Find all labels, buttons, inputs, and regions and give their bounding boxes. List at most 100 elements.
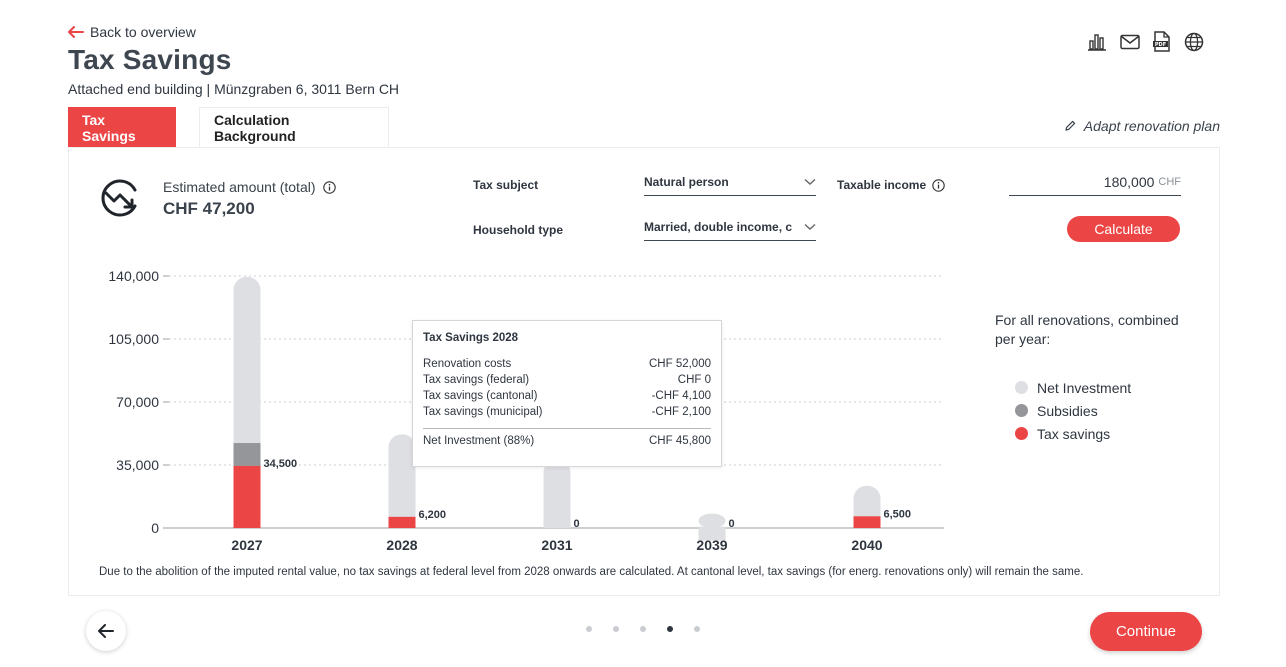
svg-text:PDF: PDF <box>1155 42 1166 48</box>
y-tick-label: 140,000 <box>108 268 159 284</box>
page-title: Tax Savings <box>68 44 232 75</box>
footnote: Due to the abolition of the imputed rent… <box>99 566 1084 578</box>
chart-tooltip: Tax Savings 2028 Renovation costs CHF 52,… <box>412 320 722 467</box>
pencil-icon <box>1065 120 1075 131</box>
tax-savings-chart: 0 35,000 70,000 105,000 140,000 34,500 2027 6,2… <box>108 268 944 553</box>
estimated-amount-label: Estimated amount (total) <box>163 179 336 195</box>
data-label: 0 <box>574 518 580 530</box>
y-tick-label: 35,000 <box>116 457 159 473</box>
tooltip-total-row: Net Investment (88%) CHF 45,800 <box>423 435 711 451</box>
legend-title: For all renovations, combined per year: <box>995 312 1179 347</box>
household-type-value: Married, double income, children <box>644 219 792 234</box>
tooltip-row-value: -CHF 2,100 <box>651 406 711 418</box>
y-tick-label: 0 <box>151 520 159 536</box>
taxable-income-label: Taxable income <box>837 178 945 192</box>
legend-label: Tax savings <box>1037 425 1111 442</box>
x-tick-label: 2031 <box>541 537 572 553</box>
chevron-down-icon <box>804 178 816 185</box>
estimated-amount-text: Estimated amount (total) <box>163 179 316 195</box>
tax-subject-value: Natural person <box>644 174 729 189</box>
bar-tax-savings <box>853 516 881 528</box>
adapt-renovation-plan-link[interactable]: Adapt renovation plan <box>1064 118 1220 134</box>
legend-label: Subsidies <box>1037 402 1098 419</box>
taxable-income-text: Taxable income <box>837 178 927 192</box>
legend-item-tax-savings[interactable]: Tax savings <box>1015 422 1131 445</box>
arrow-left-icon <box>98 624 114 638</box>
tab-tax-savings[interactable]: Tax Savings <box>68 107 176 148</box>
tooltip-total-value: CHF 45,800 <box>648 435 711 447</box>
x-tick-label: 2040 <box>851 537 882 553</box>
pdf-icon[interactable]: PDF <box>1150 30 1173 53</box>
tab-bar: Tax Savings Calculation Background <box>68 107 389 148</box>
tooltip-row-label: Tax savings (cantonal) <box>423 390 538 402</box>
bar-tax-savings <box>388 516 416 528</box>
legend-dot <box>1015 427 1028 440</box>
y-tick-label: 105,000 <box>108 331 159 347</box>
bar-net-investment-base <box>698 526 726 541</box>
tooltip-row-label: Tax savings (federal) <box>423 374 530 386</box>
x-tick-label: 2027 <box>231 537 262 553</box>
y-tick-label: 70,000 <box>116 394 159 410</box>
data-label: 6,200 <box>419 509 447 521</box>
tooltip-row-value: -CHF 4,100 <box>651 390 711 402</box>
declining-trend-icon <box>99 176 143 225</box>
data-label: 6,500 <box>884 508 912 520</box>
tooltip-divider <box>423 428 711 429</box>
pager-dot[interactable] <box>667 626 673 632</box>
property-subtitle: Attached end building | Münzgraben 6, 30… <box>68 81 400 97</box>
chevron-down-icon <box>804 223 816 230</box>
legend-label: Net Investment <box>1037 379 1132 396</box>
bar-net-investment <box>698 513 726 528</box>
tax-subject-select[interactable]: Natural person <box>644 168 816 196</box>
tooltip-row-label: Tax savings (municipal) <box>423 406 543 418</box>
bar-net-investment <box>388 434 416 528</box>
previous-step-button[interactable] <box>86 611 126 651</box>
pager-dot[interactable] <box>613 626 619 632</box>
tax-savings-panel: Estimated amount (total) CHF 47,200 Tax … <box>68 147 1220 596</box>
legend-item-subsidies[interactable]: Subsidies <box>1015 399 1131 422</box>
taxable-income-input[interactable]: 180,000 CHF <box>1009 168 1181 196</box>
pager-dot[interactable] <box>586 626 592 632</box>
pager-dot[interactable] <box>694 626 700 632</box>
x-tick-label: 2028 <box>386 537 417 553</box>
tooltip-title: Tax Savings 2028 <box>423 332 519 344</box>
bar-tax-savings <box>233 465 261 528</box>
tooltip-total-label: Net Investment (88%) <box>423 435 535 447</box>
taxable-income-value: 180,000 <box>1103 173 1155 190</box>
legend-dot <box>1015 404 1028 417</box>
household-type-label: Household type <box>473 223 564 237</box>
tooltip-row: Tax savings (municipal) -CHF 2,100 <box>423 406 711 422</box>
arrow-left-icon <box>68 26 84 38</box>
toolbar: PDF <box>1086 30 1205 53</box>
info-icon[interactable] <box>322 180 336 194</box>
tooltip-row: Renovation costs CHF 52,000 <box>423 358 711 374</box>
tooltip-row: Tax savings (federal) CHF 0 <box>423 374 711 390</box>
estimated-amount-value: CHF 47,200 <box>163 199 255 218</box>
tooltip-row-label: Renovation costs <box>423 358 512 370</box>
step-pager <box>586 626 700 632</box>
back-to-overview-label: Back to overview <box>90 24 196 40</box>
taxable-income-unit: CHF <box>1158 175 1181 188</box>
tab-calculation-background[interactable]: Calculation Background <box>199 107 389 148</box>
bar-subsidies <box>233 443 261 466</box>
calculate-button[interactable]: Calculate <box>1067 216 1180 242</box>
legend-dot <box>1015 381 1028 394</box>
tooltip-row-value: CHF 52,000 <box>648 358 711 370</box>
pager-dot[interactable] <box>640 626 646 632</box>
x-tick-label: 2039 <box>696 537 727 553</box>
data-label: 34,500 <box>264 458 298 470</box>
bar-chart-icon[interactable] <box>1086 30 1109 53</box>
adapt-renovation-plan-label: Adapt renovation plan <box>1083 118 1220 134</box>
tax-subject-label: Tax subject <box>473 178 539 192</box>
globe-icon[interactable] <box>1182 30 1205 53</box>
continue-button[interactable]: Continue <box>1090 612 1202 651</box>
bar-net-investment-base <box>543 514 571 528</box>
bar-net-investment <box>543 459 571 528</box>
legend-item-net-investment[interactable]: Net Investment <box>1015 376 1131 399</box>
mail-icon[interactable] <box>1118 30 1141 53</box>
household-type-select[interactable]: Married, double income, children <box>644 213 816 241</box>
chart-legend: Net Investment Subsidies Tax savings <box>1015 376 1131 445</box>
back-to-overview-link[interactable]: Back to overview <box>68 24 196 40</box>
data-label: 0 <box>729 518 735 530</box>
info-icon[interactable] <box>932 178 945 192</box>
